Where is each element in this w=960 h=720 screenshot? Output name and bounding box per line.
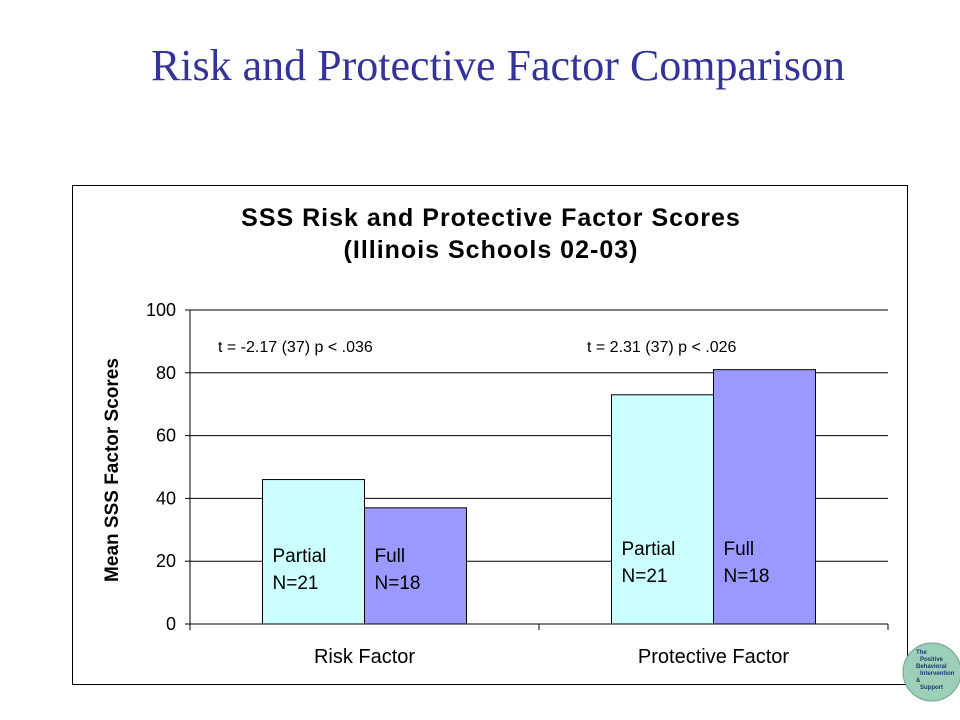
- pbis-globe-logo: ThePositiveBehavioralIntervention&Suppor…: [902, 642, 960, 702]
- data-label: Full: [724, 539, 755, 560]
- y-tick-label: 60: [156, 426, 176, 446]
- logo-text: &: [916, 678, 921, 684]
- bar: [262, 479, 365, 625]
- data-label: Partial: [622, 539, 676, 560]
- data-label: Full: [375, 546, 406, 567]
- chart-subtitle: (Illinois Schools 02-03): [343, 236, 639, 264]
- bar: [611, 394, 714, 625]
- bar: [364, 507, 467, 625]
- y-tick-label: 20: [156, 551, 176, 571]
- annotation: t = -2.17 (37) p < .036: [218, 339, 373, 356]
- x-tick-label: Protective Factor: [638, 646, 790, 668]
- slide-title: Risk and Protective Factor Comparison: [150, 41, 846, 90]
- chart-title: SSS Risk and Protective Factor Scores: [241, 204, 741, 232]
- data-label: N=18: [724, 566, 770, 587]
- y-tick-label: 40: [156, 488, 176, 508]
- data-label: N=21: [273, 573, 319, 594]
- y-tick-label: 100: [146, 300, 176, 320]
- data-label: N=18: [375, 573, 421, 594]
- annotation: t = 2.31 (37) p < .026: [587, 339, 737, 356]
- y-tick-label: 80: [156, 363, 176, 383]
- y-axis-label: Mean SSS Factor Scores: [102, 358, 123, 582]
- y-tick-label: 0: [166, 614, 176, 634]
- logo-text: Positive: [920, 657, 944, 663]
- logo-text: Intervention: [920, 671, 955, 677]
- data-label: N=21: [622, 566, 668, 587]
- logo-text: Behavioral: [916, 664, 947, 670]
- logo-text: Support: [920, 685, 943, 691]
- data-label: Partial: [273, 546, 327, 567]
- bar: [713, 369, 816, 625]
- logo-text: The: [916, 650, 927, 656]
- x-tick-label: Risk Factor: [314, 646, 415, 668]
